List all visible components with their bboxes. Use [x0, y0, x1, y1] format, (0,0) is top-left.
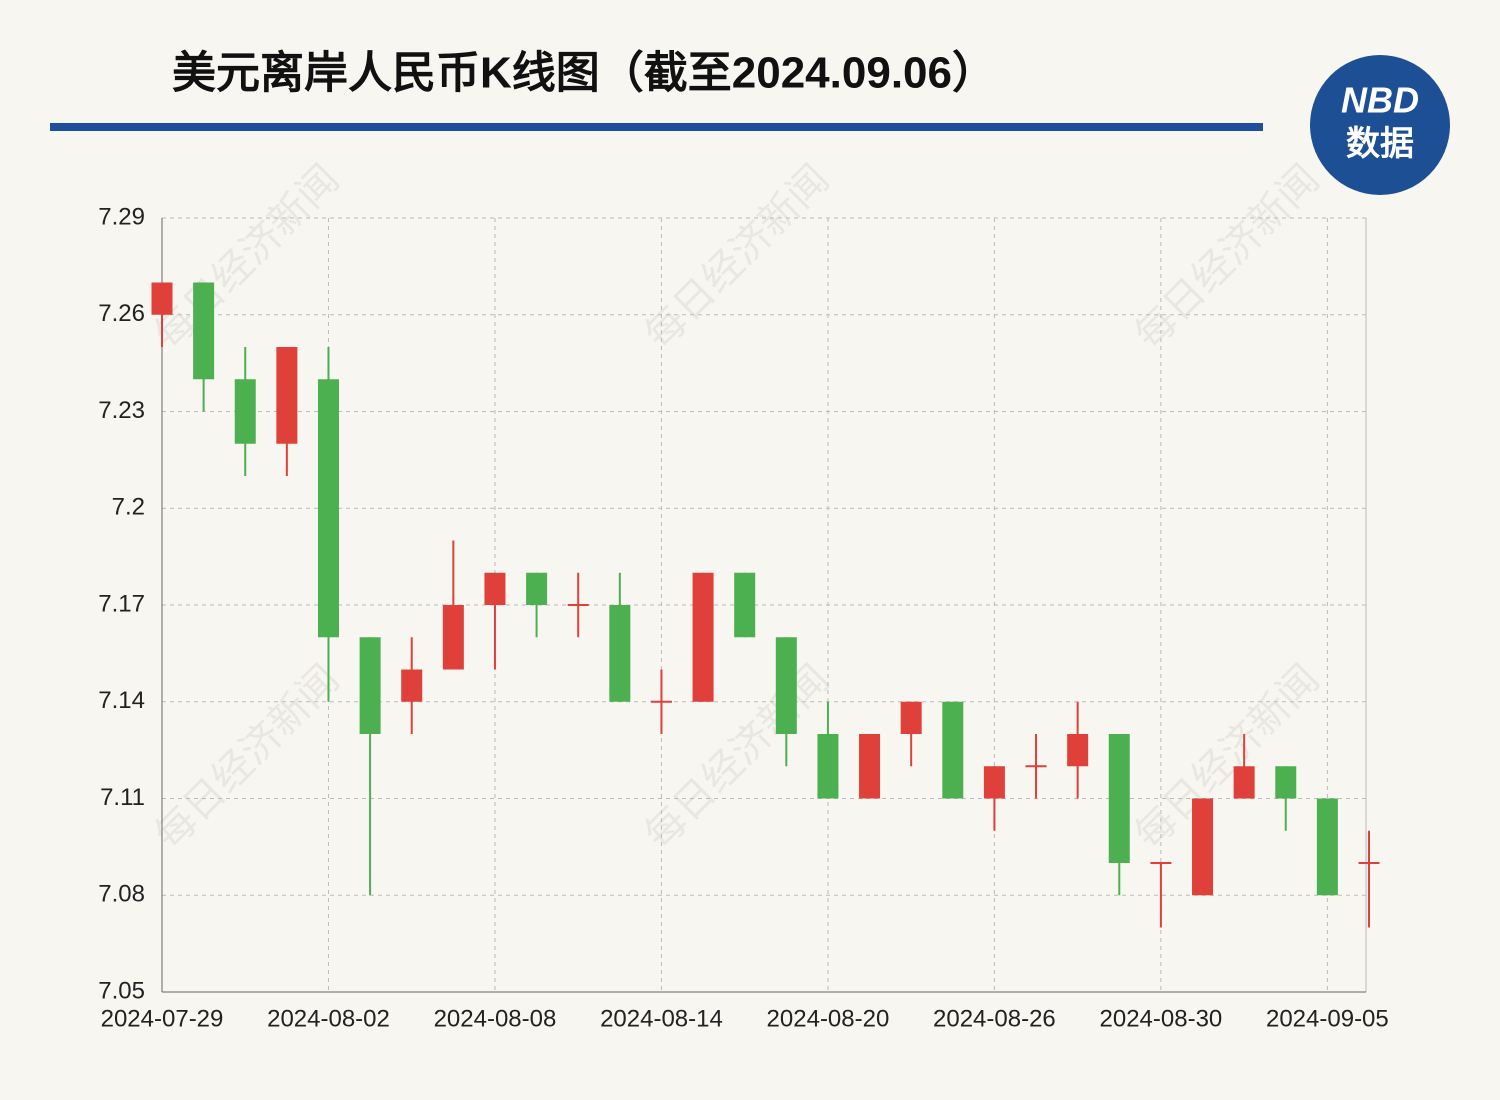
candle-body	[983, 766, 1005, 799]
candle-body	[859, 734, 881, 799]
logo-circle	[1310, 55, 1450, 195]
candle-body	[401, 669, 423, 702]
logo-top: NBD	[1341, 80, 1419, 121]
x-tick-label: 2024-08-14	[600, 1005, 723, 1032]
candle-body	[526, 572, 548, 605]
y-tick-label: 7.17	[98, 590, 145, 617]
candle-body	[900, 701, 922, 734]
candle-body	[1150, 862, 1172, 864]
y-tick-label: 7.23	[98, 397, 145, 424]
candle-body	[1067, 734, 1089, 767]
y-tick-label: 7.11	[100, 784, 145, 811]
candle-body	[1192, 798, 1214, 896]
y-tick-label: 7.2	[112, 494, 145, 521]
candle-body	[1108, 734, 1130, 863]
x-tick-label: 2024-08-26	[933, 1005, 1056, 1032]
title-rule	[50, 123, 1263, 131]
y-tick-label: 7.26	[98, 300, 145, 327]
candle-body	[1358, 862, 1380, 864]
y-tick-label: 7.29	[98, 203, 145, 230]
candle-body	[609, 605, 631, 702]
candle-body	[151, 282, 173, 315]
watermark: 每日经济新闻	[1126, 156, 1328, 358]
watermark: 每日经济新闻	[146, 156, 348, 358]
candle-body	[317, 379, 339, 638]
y-tick-label: 7.08	[98, 881, 145, 908]
watermark: 每日经济新闻	[1126, 656, 1328, 858]
candle-body	[234, 379, 256, 444]
x-tick-label: 2024-07-29	[101, 1005, 224, 1032]
candle-body	[359, 637, 381, 734]
candle-body	[1316, 798, 1338, 896]
candle-body	[1275, 766, 1297, 799]
candle-body	[775, 637, 797, 734]
watermark: 每日经济新闻	[636, 656, 838, 858]
candle-body	[734, 572, 756, 638]
x-tick-label: 2024-08-02	[267, 1005, 390, 1032]
candle-body	[650, 700, 672, 703]
x-tick-label: 2024-08-20	[767, 1005, 890, 1032]
candle-body	[193, 282, 215, 380]
candle-body	[817, 734, 839, 799]
candle-body	[442, 605, 464, 670]
candle-body	[692, 572, 714, 702]
candle-body	[1233, 766, 1255, 799]
watermark: 每日经济新闻	[636, 156, 838, 358]
watermark: 每日经济新闻	[146, 656, 348, 858]
candle-body	[276, 347, 298, 444]
y-tick-label: 7.05	[98, 977, 145, 1004]
chart-title: 美元离岸人民币K线图（截至2024.09.06）	[172, 49, 996, 98]
candle-body	[1025, 765, 1047, 768]
candle-body	[484, 572, 506, 605]
x-tick-label: 2024-09-05	[1266, 1005, 1389, 1032]
candle-body	[567, 604, 589, 606]
y-tick-label: 7.14	[98, 687, 145, 714]
x-tick-label: 2024-08-08	[434, 1005, 557, 1032]
logo-bottom: 数据	[1346, 125, 1414, 163]
candle-body	[942, 701, 964, 799]
x-tick-label: 2024-08-30	[1100, 1005, 1223, 1032]
